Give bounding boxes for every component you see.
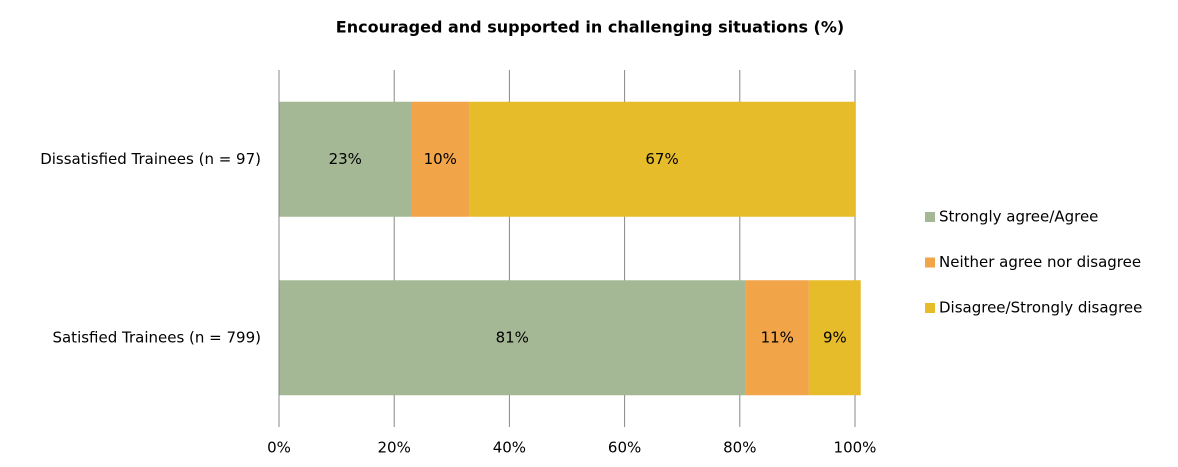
x-tick-label: 20% <box>378 439 411 457</box>
y-tick-label: Satisfied Trainees (n = 799) <box>52 328 261 346</box>
legend-label: Neither agree nor disagree <box>939 253 1141 271</box>
legend-label: Strongly agree/Agree <box>939 208 1098 226</box>
bar-segment <box>808 280 861 396</box>
legend-label: Disagree/Strongly disagree <box>939 299 1142 317</box>
data-label: 81% <box>496 328 529 346</box>
bar-segment <box>279 280 746 396</box>
x-tick-label: 100% <box>834 439 877 457</box>
bar-segment <box>279 101 412 217</box>
x-tick-label: 60% <box>608 439 641 457</box>
bar-segment <box>469 101 855 217</box>
data-label: 9% <box>823 328 847 346</box>
legend-swatch <box>925 303 935 313</box>
x-tick-label: 0% <box>267 439 291 457</box>
data-label: 10% <box>424 150 457 168</box>
bar-segment <box>745 280 809 396</box>
legend-swatch <box>925 212 935 222</box>
data-label: 23% <box>329 150 362 168</box>
bar-segment <box>411 101 470 217</box>
chart-title: Encouraged and supported in challenging … <box>336 18 844 37</box>
x-tick-label: 40% <box>493 439 526 457</box>
y-tick-label: Dissatisfied Trainees (n = 97) <box>40 150 261 168</box>
legend-swatch <box>925 257 935 268</box>
data-label: 11% <box>761 328 794 346</box>
data-label: 67% <box>645 150 678 168</box>
x-tick-label: 80% <box>723 439 756 457</box>
